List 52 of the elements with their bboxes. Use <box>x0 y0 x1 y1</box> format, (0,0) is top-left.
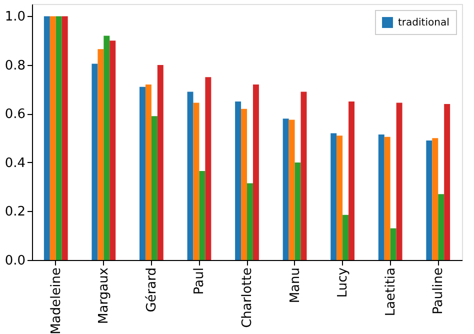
y-tick-label: 0.6 <box>4 107 26 122</box>
bar <box>241 108 247 260</box>
y-tick-label: 0.2 <box>4 204 26 220</box>
bar <box>300 92 307 260</box>
bar <box>336 136 343 260</box>
bar <box>157 64 164 260</box>
bar <box>438 194 444 260</box>
bar <box>288 120 295 260</box>
bar <box>426 140 432 260</box>
bar <box>187 92 194 260</box>
bar <box>199 171 206 260</box>
y-tick-label: 1.0 <box>4 10 26 25</box>
bar <box>145 84 152 260</box>
y-tick-label: 0.4 <box>4 156 26 171</box>
bar <box>330 133 337 260</box>
bar <box>205 77 212 260</box>
bar <box>62 16 68 260</box>
bar <box>390 228 396 260</box>
bar <box>151 116 158 260</box>
bar <box>294 162 301 260</box>
bar <box>252 84 259 260</box>
legend-label: traditional <box>398 18 450 28</box>
x-tick-label: Lucy <box>336 267 351 298</box>
bar <box>98 49 104 260</box>
bar <box>44 16 50 260</box>
y-tick-label: 0.8 <box>4 58 26 74</box>
x-tick-label: Laetitia <box>383 268 398 316</box>
bar <box>56 16 62 260</box>
bar <box>235 102 242 260</box>
x-tick-label: Charlotte <box>240 268 255 328</box>
bar <box>247 183 253 260</box>
x-tick-label: Margaux <box>96 267 112 324</box>
bar <box>193 102 200 260</box>
bar <box>444 104 450 260</box>
bar <box>432 138 438 260</box>
bar <box>378 134 384 260</box>
x-tick-label: Gérard <box>144 268 160 312</box>
bar <box>92 64 98 260</box>
x-tick-label: Paul <box>192 268 208 295</box>
x-tick-label: Manu <box>288 268 303 304</box>
bar <box>348 102 354 260</box>
x-tick-label: Pauline <box>431 268 446 314</box>
x-tick-label: Madeleine <box>48 268 64 334</box>
bar <box>104 36 110 260</box>
y-tick-label: 0.0 <box>4 254 26 268</box>
bar <box>50 16 56 260</box>
bar <box>342 214 349 260</box>
bar <box>140 86 146 260</box>
bar <box>396 102 402 260</box>
bar <box>384 136 390 260</box>
bar <box>282 118 289 260</box>
bar <box>110 40 116 260</box>
